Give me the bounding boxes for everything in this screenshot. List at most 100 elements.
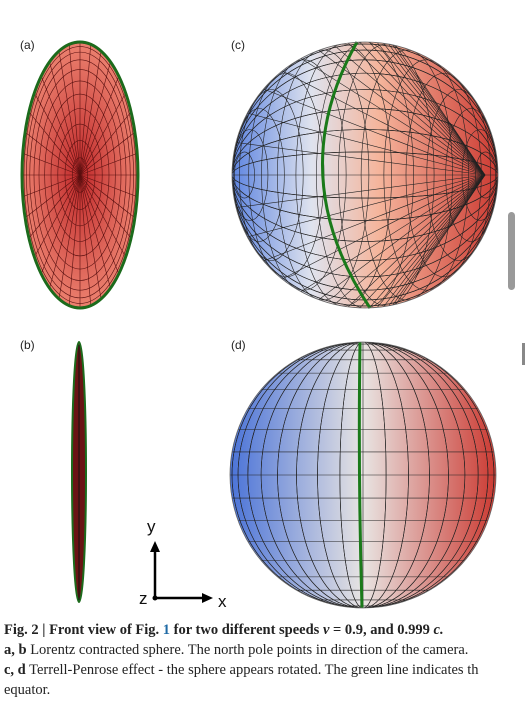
grid-line — [445, 108, 497, 242]
grid-line — [360, 49, 453, 301]
grid-line — [232, 174, 486, 308]
outline — [231, 41, 499, 309]
grid-line — [23, 46, 137, 304]
grid-line — [67, 174, 81, 308]
grid-line — [232, 108, 498, 242]
grid-line — [232, 174, 486, 278]
grid-line — [232, 42, 486, 176]
equator — [20, 40, 140, 310]
grid-line — [33, 69, 127, 281]
grid-line — [232, 72, 486, 176]
symbol: c. — [433, 622, 444, 638]
title: = 0.9, and 0.999 — [333, 622, 430, 638]
panel-ref: c, d — [4, 662, 26, 678]
grid-line — [284, 174, 486, 308]
caption-line: equator. — [4, 682, 51, 698]
equator — [321, 41, 372, 309]
grid-line — [79, 42, 105, 176]
caption-line: c, d Terrell-Penrose effect - the sphere… — [4, 660, 520, 680]
sphere-grid — [22, 42, 138, 308]
grid-line — [79, 174, 93, 308]
grid-line — [232, 174, 486, 228]
panel-label: (c) — [231, 38, 245, 52]
grid-line — [232, 42, 486, 176]
axis-label: y — [147, 517, 156, 536]
grid-line — [449, 122, 486, 176]
grid-line — [232, 174, 486, 308]
grid-line — [232, 59, 498, 291]
grid-line — [232, 129, 498, 221]
grid-line — [50, 108, 110, 242]
grid-line — [57, 123, 103, 227]
grid-line — [232, 151, 498, 199]
grid-line — [315, 174, 486, 308]
grid-line — [426, 89, 491, 261]
caption: Fig. 2 | Front view of Fig. 1 for two di… — [4, 620, 520, 700]
grid-line — [38, 80, 122, 270]
grid-line — [67, 42, 81, 176]
grid-line — [64, 140, 96, 210]
grid-line — [44, 174, 81, 305]
grid-line — [79, 174, 116, 305]
figure: (a) (c) (b) (d) y x z — [20, 38, 499, 611]
rotated-sphere — [232, 42, 498, 308]
axis-label: x — [218, 592, 227, 611]
grid-line — [44, 93, 116, 257]
grid-line — [232, 89, 498, 261]
grid-line — [26, 78, 81, 176]
caption-title: Fig. 2 | Front view of Fig. 1 for two di… — [4, 620, 520, 640]
grid-line — [79, 174, 105, 308]
grid-line — [79, 45, 116, 176]
grid-line — [79, 78, 134, 176]
panel-label: (d) — [231, 338, 246, 352]
grid-line — [232, 174, 486, 308]
grid-line — [347, 42, 486, 176]
grid-line — [232, 42, 486, 176]
grid-line — [381, 174, 486, 308]
grid-line — [232, 42, 486, 176]
caption-text: Lorentz contracted sphere. The north pol… — [30, 642, 469, 658]
scroll-marker — [522, 343, 525, 365]
grid-line — [232, 174, 486, 308]
panel-label: (b) — [20, 338, 35, 352]
sphere-grid — [232, 42, 498, 308]
title: for two different speeds — [173, 622, 320, 638]
grid-line — [475, 151, 496, 199]
grid-line — [44, 45, 81, 176]
grid-line — [383, 59, 469, 291]
grid-line — [315, 42, 486, 176]
grid-line — [284, 42, 486, 176]
grid-line — [79, 174, 134, 272]
grid-line — [255, 174, 486, 308]
figure-ref[interactable]: 1 — [162, 622, 171, 638]
axis-label: z — [139, 589, 148, 608]
grid-line — [26, 51, 134, 299]
grid-line — [239, 89, 304, 261]
scrollbar[interactable] — [508, 212, 515, 290]
grid-line — [232, 174, 486, 308]
grid-line — [234, 151, 255, 199]
caption-text: Terrell-Penrose effect - the sphere appe… — [29, 662, 479, 678]
grid-line — [232, 42, 486, 176]
grid-line — [255, 42, 486, 176]
outline — [229, 341, 497, 609]
arrow-head — [202, 593, 213, 603]
grid-line — [29, 59, 131, 291]
grid-line — [232, 122, 486, 176]
z-dot — [152, 595, 158, 601]
caption-line: a, b Lorentz contracted sphere. The nort… — [4, 640, 520, 660]
panel-ref: a, b — [4, 642, 27, 658]
symbol: v — [322, 622, 330, 638]
grid-line — [233, 108, 285, 242]
grid-line — [232, 42, 486, 176]
grid-line — [277, 49, 370, 301]
equator — [357, 341, 364, 609]
grid-line — [26, 174, 81, 272]
grid-line — [316, 42, 414, 308]
grid-line — [232, 174, 486, 308]
grid-line — [232, 42, 486, 176]
panel-label: (a) — [20, 38, 35, 52]
grid-line — [55, 174, 81, 308]
grid-line — [347, 174, 486, 308]
